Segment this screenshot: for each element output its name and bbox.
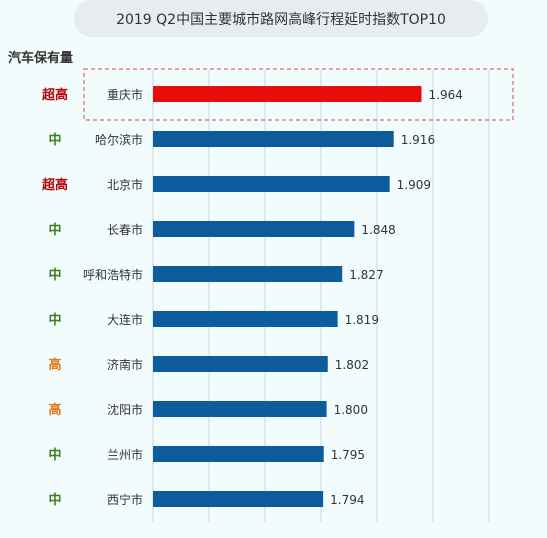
category-label: 北京市 xyxy=(107,177,143,192)
value-label: 1.827 xyxy=(349,268,383,282)
level-label: 中 xyxy=(48,132,61,148)
category-label: 重庆市 xyxy=(107,87,143,102)
level-label: 高 xyxy=(48,357,61,373)
value-label: 1.802 xyxy=(335,358,369,372)
bar-3 xyxy=(153,221,355,237)
category-label: 长春市 xyxy=(107,222,143,237)
category-label: 哈尔滨市 xyxy=(95,132,143,147)
category-label: 沈阳市 xyxy=(107,402,143,417)
value-label: 1.909 xyxy=(397,178,431,192)
bar-2 xyxy=(153,176,390,192)
value-label: 1.819 xyxy=(345,313,379,327)
level-label: 超高 xyxy=(42,177,68,193)
side-label: 汽车保有量 xyxy=(8,51,74,66)
bar-1 xyxy=(153,131,394,147)
value-label: 1.800 xyxy=(334,403,368,417)
category-label: 济南市 xyxy=(107,357,143,372)
bar-9 xyxy=(153,491,324,507)
value-label: 1.795 xyxy=(331,448,365,462)
level-label: 超高 xyxy=(42,87,68,103)
category-label: 兰州市 xyxy=(107,447,143,462)
bar-4 xyxy=(153,266,343,282)
value-label: 1.916 xyxy=(401,133,435,147)
highlight-box xyxy=(83,68,514,121)
chart-title: 2019 Q2中国主要城市路网高峰行程延时指数TOP10 xyxy=(74,0,488,37)
bar-6 xyxy=(153,356,328,372)
value-label: 1.964 xyxy=(429,88,463,102)
level-label: 中 xyxy=(48,312,61,328)
level-label: 中 xyxy=(48,267,61,283)
bar-0 xyxy=(153,86,422,102)
bar-8 xyxy=(153,446,324,462)
category-label: 西宁市 xyxy=(107,492,143,507)
level-label: 高 xyxy=(48,402,61,418)
category-label: 呼和浩特市 xyxy=(83,267,143,282)
value-label: 1.794 xyxy=(330,493,364,507)
level-label: 中 xyxy=(48,447,61,463)
level-label: 中 xyxy=(48,222,61,238)
value-label: 1.848 xyxy=(361,223,395,237)
level-label: 中 xyxy=(48,492,61,508)
bar-5 xyxy=(153,311,338,327)
category-label: 大连市 xyxy=(107,312,143,327)
bar-7 xyxy=(153,401,327,417)
